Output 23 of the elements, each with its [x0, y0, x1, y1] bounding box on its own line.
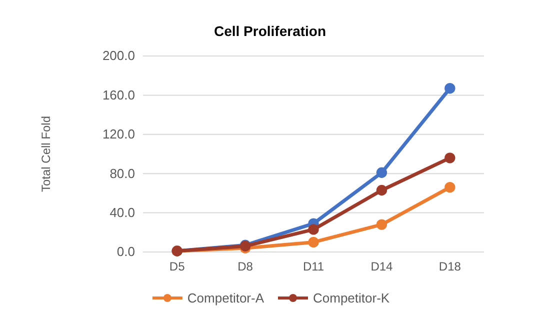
y-tick-label: 160.0 [102, 87, 135, 102]
y-tick-label: 40.0 [110, 204, 135, 220]
y-tick-label: 120.0 [102, 126, 135, 142]
x-tick-label: D14 [370, 260, 394, 274]
y-axis-title: Total Cell Fold [39, 116, 53, 192]
point [376, 219, 388, 230]
point [444, 83, 456, 94]
x-tick-label: D8 [238, 260, 254, 274]
x-tick-label: D18 [438, 260, 462, 274]
point [444, 152, 456, 164]
point [308, 236, 319, 248]
point [376, 184, 388, 196]
y-tick-label: 200.0 [102, 48, 135, 64]
x-tick-label: D5 [169, 260, 186, 274]
y-tick-label: 80.0 [110, 166, 135, 181]
point [444, 182, 456, 193]
legend-label: Competitor-A [187, 290, 264, 306]
point [308, 224, 319, 235]
x-tick-label: D11 [302, 260, 324, 274]
chart-title: Cell Proliferation [214, 23, 326, 39]
y-tick-label: 0.0 [116, 244, 135, 260]
legend-label: Competitor-K [313, 290, 390, 306]
point [376, 167, 388, 178]
